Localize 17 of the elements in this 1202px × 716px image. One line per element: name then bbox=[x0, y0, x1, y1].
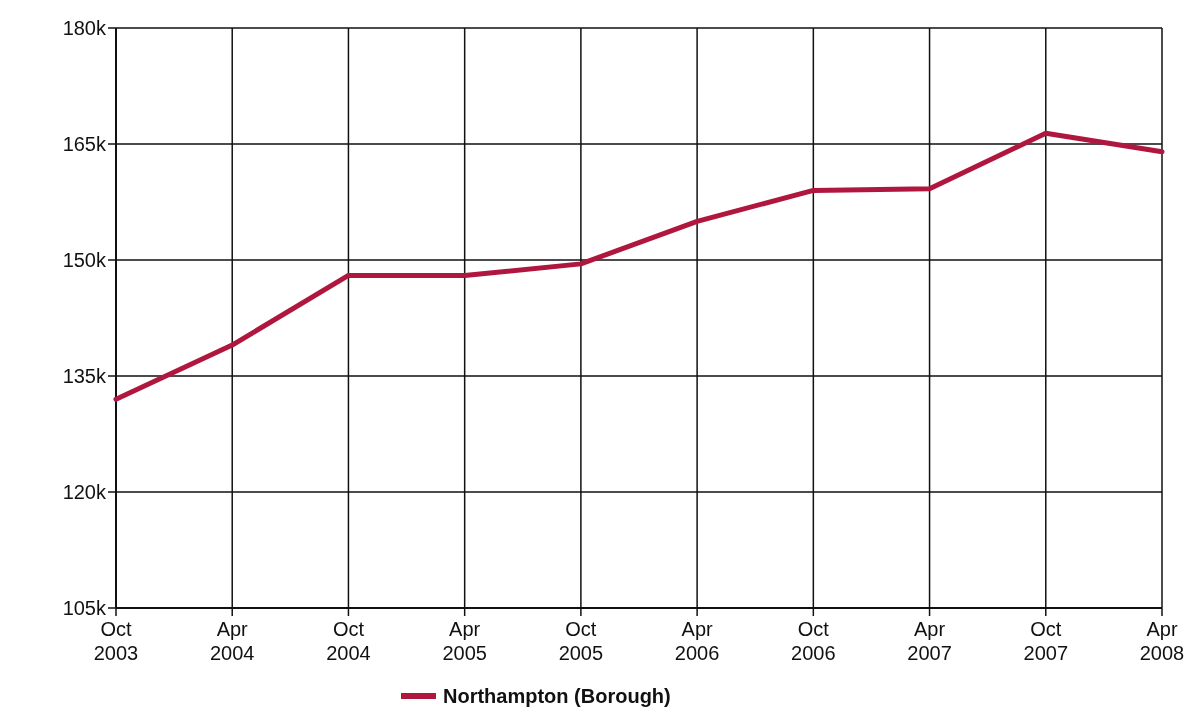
x-tick-label: Oct 2003 bbox=[93, 618, 139, 664]
x-tick-label: Apr 2005 bbox=[442, 618, 487, 664]
y-tick-label: 165k bbox=[62, 133, 107, 155]
legend-label: Northampton (Borough) bbox=[443, 685, 671, 707]
y-tick-label: 105k bbox=[62, 597, 107, 619]
y-tick-label: 180k bbox=[62, 17, 107, 39]
x-tick-label: Oct 2007 bbox=[1023, 618, 1069, 664]
x-tick-label: Apr 2008 bbox=[1139, 618, 1185, 664]
x-tick-label: Apr 2006 bbox=[674, 618, 720, 664]
y-tick-label: 150k bbox=[62, 249, 107, 271]
x-tick-label: Oct 2006 bbox=[791, 618, 836, 664]
x-tick-label: Apr 2004 bbox=[209, 618, 255, 664]
x-tick-label: Oct 2004 bbox=[326, 618, 371, 664]
x-tick-label: Apr 2007 bbox=[907, 618, 952, 664]
y-tick-label: 120k bbox=[62, 481, 107, 503]
x-tick-label: Oct 2005 bbox=[558, 618, 604, 664]
y-tick-label: 135k bbox=[62, 365, 107, 387]
